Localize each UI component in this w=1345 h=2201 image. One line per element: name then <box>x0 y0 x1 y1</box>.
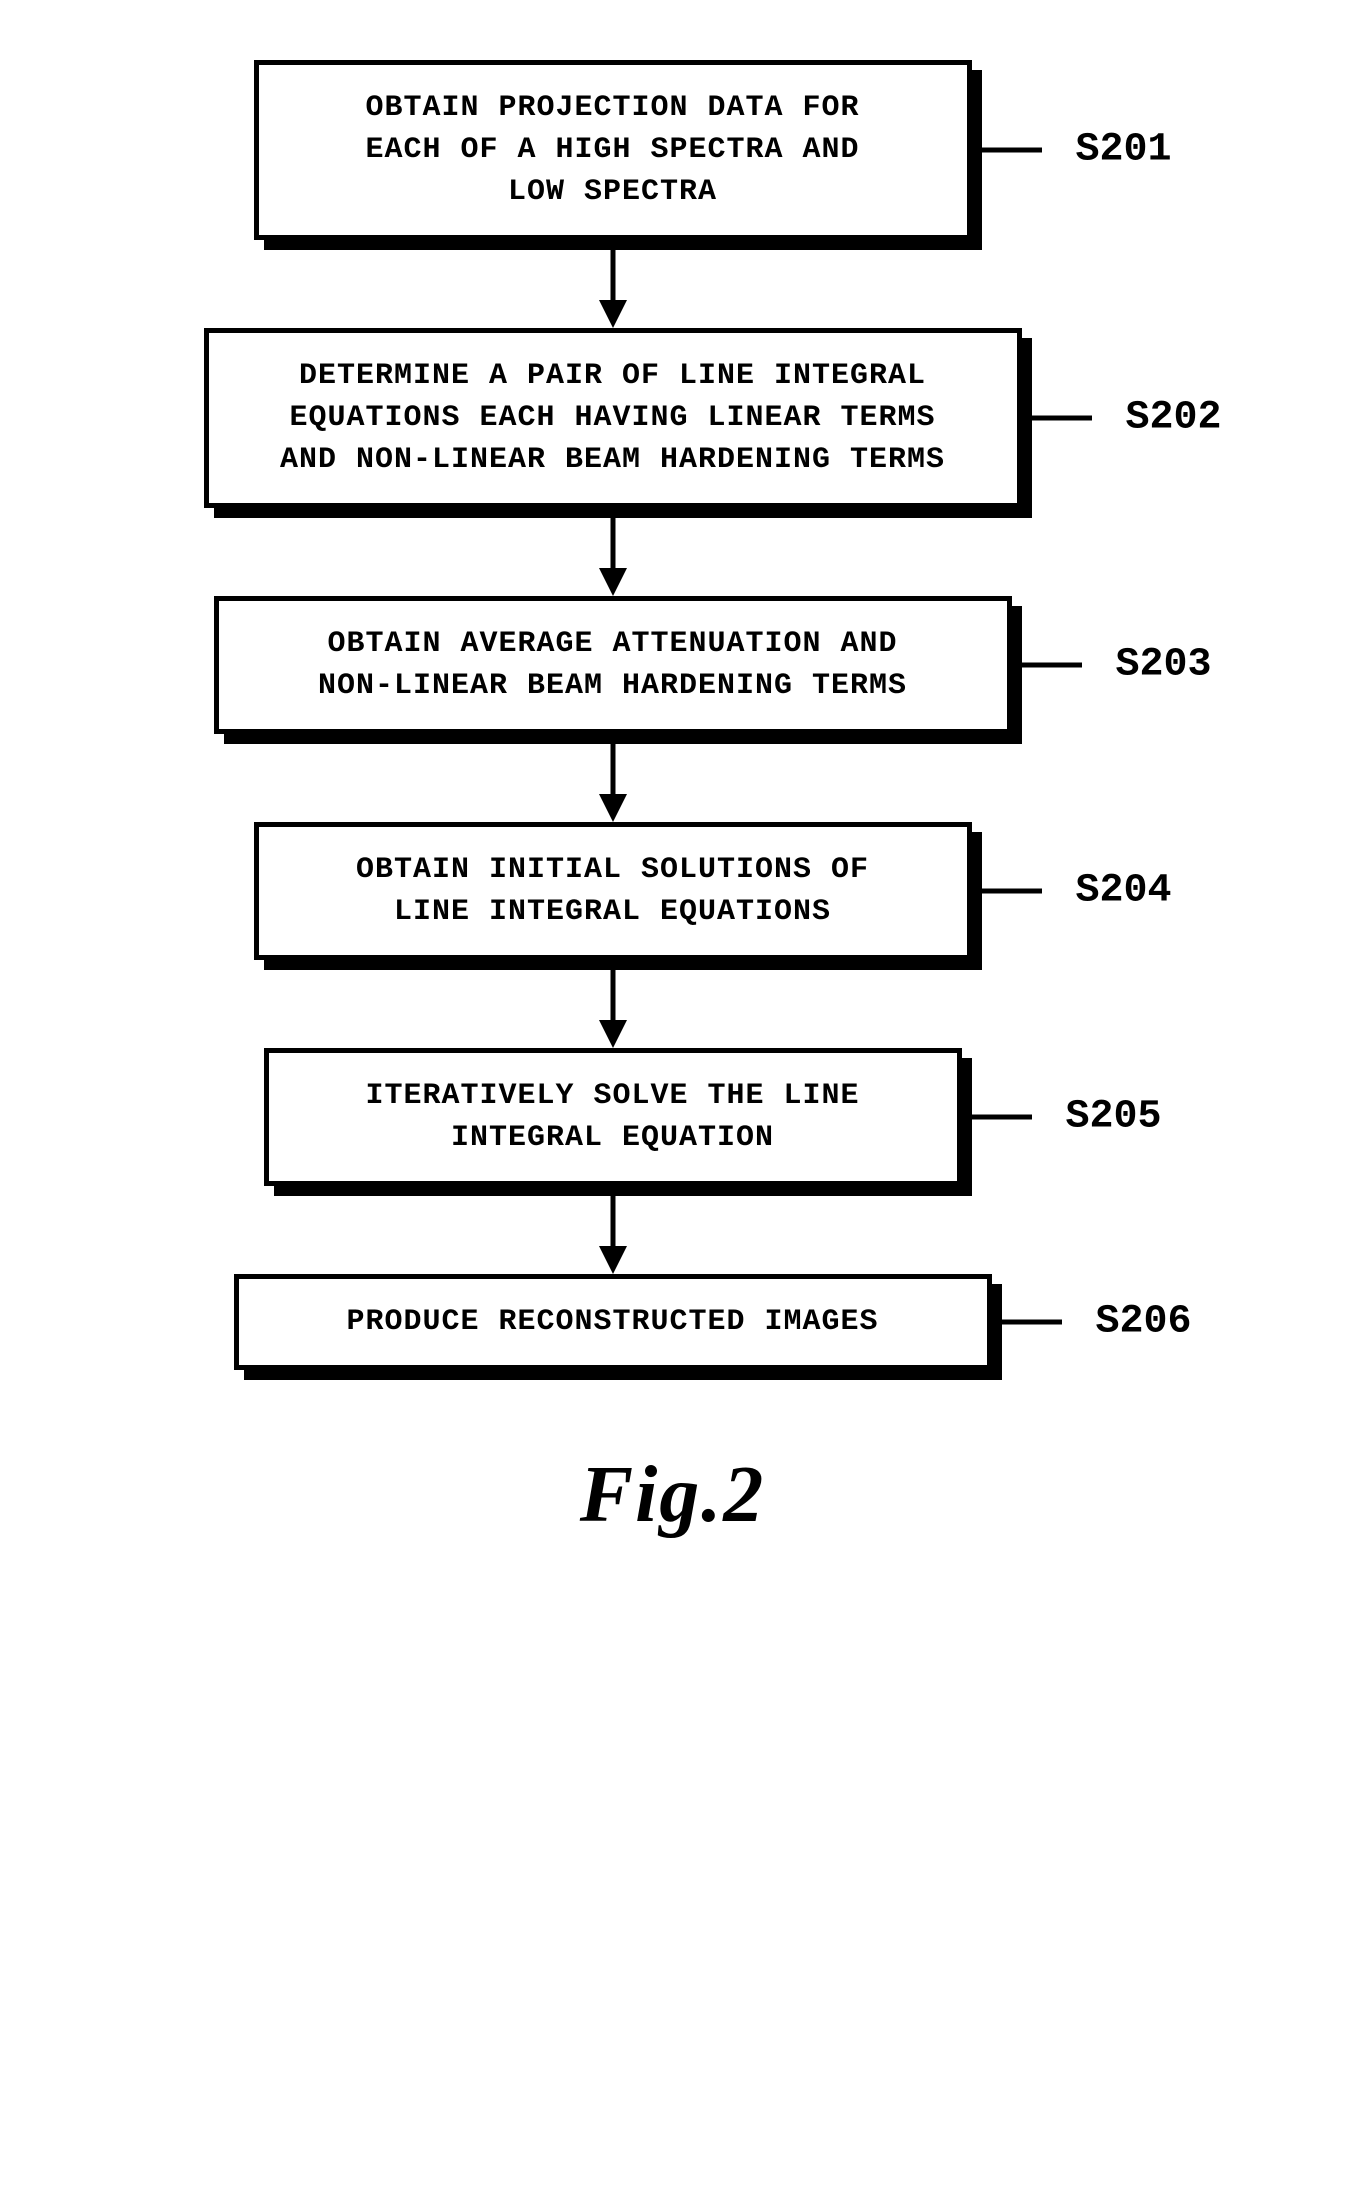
step-label: S203 <box>1115 643 1211 688</box>
step-label: S201 <box>1075 128 1171 173</box>
step-label: S204 <box>1075 869 1171 914</box>
flowchart-container: OBTAIN PROJECTION DATA FOR EACH OF A HIG… <box>40 60 1305 1541</box>
connector-line <box>1002 1320 1062 1325</box>
step-label: S205 <box>1065 1095 1161 1140</box>
step-box-wrap: ITERATIVELY SOLVE THE LINE INTEGRAL EQUA… <box>264 1048 962 1186</box>
connector-line <box>972 1115 1032 1120</box>
step-box-wrap: OBTAIN PROJECTION DATA FOR EACH OF A HIG… <box>254 60 972 240</box>
connector-line <box>982 889 1042 894</box>
step-row-s203: OBTAIN AVERAGE ATTENUATION AND NON-LINEA… <box>204 596 1022 734</box>
arrow-down-icon <box>597 734 629 822</box>
arrow-down-icon <box>597 240 629 328</box>
step-box: OBTAIN INITIAL SOLUTIONS OF LINE INTEGRA… <box>254 822 972 960</box>
figure-caption: Fig.2 <box>580 1450 766 1541</box>
step-box-wrap: PRODUCE RECONSTRUCTED IMAGESS206 <box>234 1274 992 1370</box>
step-box-wrap: OBTAIN INITIAL SOLUTIONS OF LINE INTEGRA… <box>254 822 972 960</box>
step-box: DETERMINE A PAIR OF LINE INTEGRAL EQUATI… <box>204 328 1022 508</box>
connector-line <box>1032 416 1092 421</box>
arrow-down-icon <box>597 1186 629 1274</box>
connector-line <box>1022 663 1082 668</box>
step-label: S202 <box>1125 396 1221 441</box>
connector-line <box>982 148 1042 153</box>
step-box: OBTAIN PROJECTION DATA FOR EACH OF A HIG… <box>254 60 972 240</box>
step-box-wrap: DETERMINE A PAIR OF LINE INTEGRAL EQUATI… <box>204 328 1022 508</box>
step-box: PRODUCE RECONSTRUCTED IMAGES <box>234 1274 992 1370</box>
step-box-wrap: OBTAIN AVERAGE ATTENUATION AND NON-LINEA… <box>214 596 1012 734</box>
step-row-s204: OBTAIN INITIAL SOLUTIONS OF LINE INTEGRA… <box>204 822 1022 960</box>
step-row-s206: PRODUCE RECONSTRUCTED IMAGESS206 <box>204 1274 1022 1370</box>
step-row-s201: OBTAIN PROJECTION DATA FOR EACH OF A HIG… <box>204 60 1022 240</box>
arrow-down-icon <box>597 508 629 596</box>
step-row-s205: ITERATIVELY SOLVE THE LINE INTEGRAL EQUA… <box>204 1048 1022 1186</box>
step-box: OBTAIN AVERAGE ATTENUATION AND NON-LINEA… <box>214 596 1012 734</box>
flow-area: OBTAIN PROJECTION DATA FOR EACH OF A HIG… <box>204 60 1022 1370</box>
step-label: S206 <box>1095 1300 1191 1345</box>
step-box: ITERATIVELY SOLVE THE LINE INTEGRAL EQUA… <box>264 1048 962 1186</box>
arrow-down-icon <box>597 960 629 1048</box>
step-row-s202: DETERMINE A PAIR OF LINE INTEGRAL EQUATI… <box>204 328 1022 508</box>
